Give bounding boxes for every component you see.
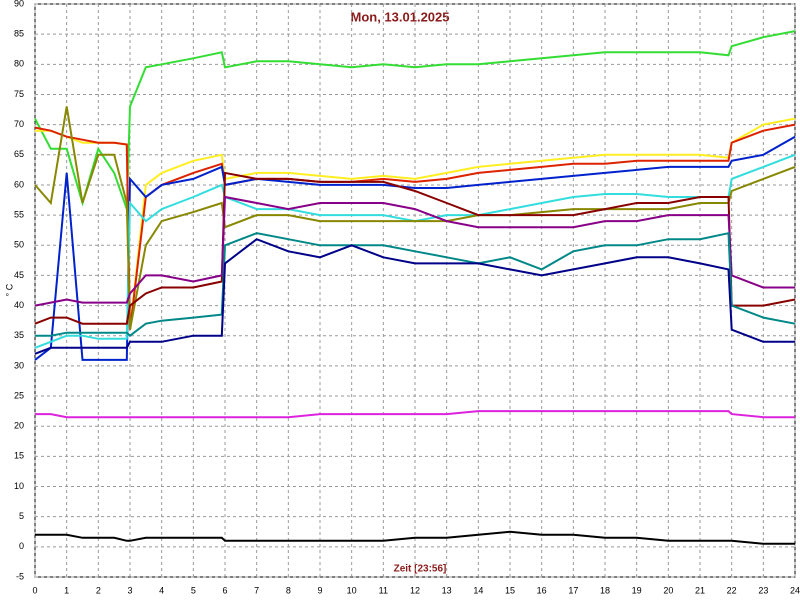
x-tick-label: 2 bbox=[96, 585, 101, 595]
x-tick-label: 3 bbox=[127, 585, 132, 595]
x-tick-label: 10 bbox=[347, 585, 357, 595]
x-tick-label: 17 bbox=[568, 585, 578, 595]
x-tick-label: 20 bbox=[663, 585, 673, 595]
y-tick-label: 50 bbox=[14, 240, 24, 250]
y-tick-label: 70 bbox=[14, 119, 24, 129]
x-tick-label: 22 bbox=[727, 585, 737, 595]
series-line bbox=[34, 195, 795, 307]
x-tick-label: 6 bbox=[222, 585, 227, 595]
y-tick-label: 15 bbox=[14, 451, 24, 461]
y-tick-label: 75 bbox=[14, 89, 24, 99]
chart-title: Mon, 13.01.2025 bbox=[351, 9, 450, 24]
y-tick-label: 60 bbox=[14, 179, 24, 189]
y-tick-label: 90 bbox=[14, 0, 24, 8]
x-tick-label: 9 bbox=[317, 585, 322, 595]
series-line bbox=[35, 530, 795, 545]
y-tick-label: 20 bbox=[14, 421, 24, 431]
y-axis-label: ° C bbox=[4, 283, 14, 296]
series-line bbox=[34, 106, 796, 330]
x-tick-label: 15 bbox=[505, 585, 515, 595]
series-line bbox=[35, 231, 796, 338]
x-tick-label: 11 bbox=[379, 585, 388, 595]
x-tick-label: 18 bbox=[600, 585, 610, 595]
x-tick-label: 0 bbox=[32, 585, 37, 595]
x-tick-label: 13 bbox=[442, 585, 452, 595]
x-tick-label: 19 bbox=[632, 585, 642, 595]
x-tick-label: 4 bbox=[159, 585, 164, 595]
x-axis-label: Zeit [23:56] bbox=[394, 564, 447, 575]
y-tick-label: 65 bbox=[14, 149, 24, 159]
y-tick-label: 10 bbox=[14, 481, 24, 491]
y-tick-label: 80 bbox=[14, 59, 24, 69]
x-tick-label: 14 bbox=[473, 585, 483, 595]
plot-area bbox=[34, 3, 796, 578]
series-line bbox=[35, 410, 795, 419]
y-tick-label: 45 bbox=[14, 270, 24, 280]
x-tick-label: 7 bbox=[254, 585, 259, 595]
series-line bbox=[34, 171, 796, 325]
series-line bbox=[34, 238, 795, 355]
y-tick-label: 35 bbox=[14, 330, 24, 340]
y-tick-label: 30 bbox=[14, 360, 24, 370]
y-tick-label: 40 bbox=[14, 300, 24, 310]
x-tick-label: 23 bbox=[758, 585, 768, 595]
y-tick-label: 25 bbox=[14, 390, 24, 400]
y-tick-label: 55 bbox=[14, 209, 24, 219]
series-line bbox=[34, 153, 796, 349]
x-tick-label: 1 bbox=[64, 585, 69, 595]
y-tick-label: 85 bbox=[14, 29, 24, 39]
lines bbox=[34, 30, 796, 545]
y-tick-label: -5 bbox=[16, 571, 24, 581]
y-tick-label: 0 bbox=[19, 541, 24, 551]
x-tick-label: 16 bbox=[537, 585, 547, 595]
x-tick-label: 5 bbox=[191, 585, 196, 595]
x-tick-label: 24 bbox=[790, 585, 800, 595]
series-line bbox=[34, 135, 796, 361]
x-tick-label: 21 bbox=[695, 585, 705, 595]
y-tick-label: 5 bbox=[19, 511, 24, 521]
x-tick-label: 12 bbox=[410, 585, 420, 595]
series-line bbox=[34, 30, 796, 210]
x-tick-label: 8 bbox=[286, 585, 291, 595]
